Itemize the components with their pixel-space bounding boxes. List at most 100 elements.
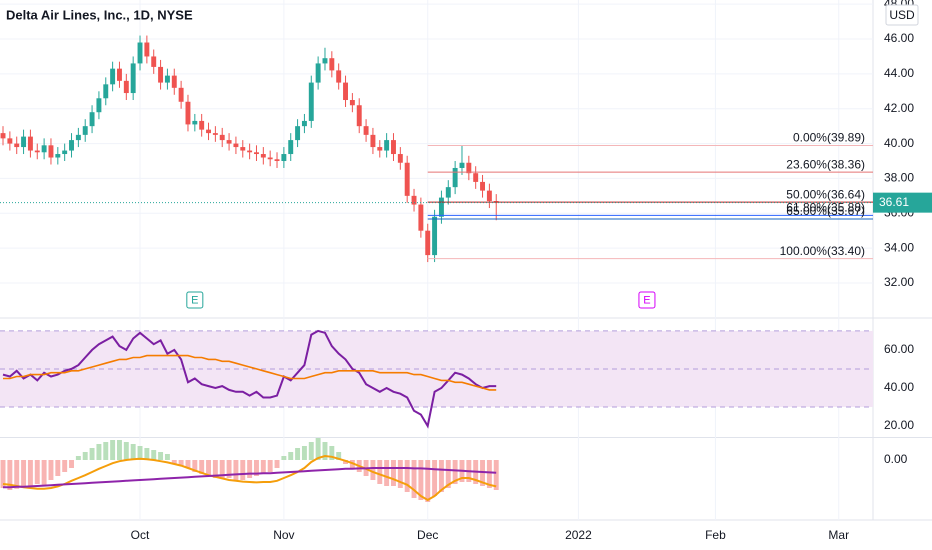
histogram-bar — [343, 460, 348, 464]
histogram-bar — [226, 460, 232, 478]
fib-label: 61.80%(35.88) — [786, 201, 865, 215]
histogram-bar — [185, 460, 191, 468]
candle-body — [336, 70, 342, 83]
histogram-bar — [171, 460, 177, 464]
histogram-bar — [254, 460, 259, 476]
histogram-bar — [370, 460, 376, 480]
histogram-bar — [486, 460, 492, 488]
histogram-bar — [192, 460, 198, 472]
candle-body — [130, 63, 136, 94]
candle-body — [384, 140, 390, 151]
indicator-line — [2, 454, 497, 502]
candle-body — [411, 195, 417, 205]
grid-layer — [0, 0, 932, 521]
candle-body — [418, 204, 424, 231]
candle-body — [377, 147, 383, 151]
candle-body — [69, 140, 74, 151]
candle-body — [363, 126, 369, 135]
overlay-layer: OctNovDec2022FebMar32.0034.0036.0038.004… — [6, 0, 932, 542]
histogram-bar — [123, 442, 129, 460]
candle-body — [247, 150, 253, 153]
y-tick-label: 32.00 — [884, 275, 914, 289]
candle-body — [486, 190, 492, 202]
fib-label: 50.00%(36.64) — [786, 187, 865, 201]
histogram-bar — [206, 460, 211, 476]
candle-body — [301, 120, 307, 127]
histogram-bar — [219, 460, 225, 478]
y-tick-label: 42.00 — [884, 101, 914, 115]
histogram-bar — [164, 454, 170, 460]
event-label: E — [643, 294, 650, 306]
histogram-bar — [96, 444, 102, 460]
histogram-bar — [34, 460, 40, 484]
candle-body — [432, 216, 438, 256]
candle-body — [452, 167, 458, 188]
histogram-bar — [62, 460, 68, 472]
histogram-bar — [295, 448, 301, 460]
chart-title: Delta Air Lines, Inc., 1D, NYSE — [6, 7, 193, 22]
histogram-bar — [178, 460, 184, 466]
histogram-bar — [144, 448, 150, 460]
histogram-bar — [14, 460, 20, 489]
candle-body — [391, 140, 396, 155]
fib-label: 0.00%(39.89) — [793, 131, 865, 145]
histogram-bar — [55, 460, 61, 476]
histogram-bar — [260, 460, 266, 474]
histogram-bar — [240, 460, 246, 480]
histogram-bar — [110, 440, 116, 460]
histogram-bar — [404, 460, 410, 492]
histogram-bar — [281, 456, 287, 460]
candle-body — [356, 105, 362, 127]
candle-body — [288, 140, 294, 155]
candle-body — [110, 68, 116, 85]
candle-body — [103, 84, 109, 99]
candle-body — [274, 159, 280, 162]
histogram-bar — [445, 460, 451, 488]
histogram-bar — [75, 456, 81, 460]
candle-body — [329, 58, 335, 71]
histogram-bar — [397, 460, 403, 488]
candle-body — [185, 101, 191, 125]
histogram-bar — [137, 446, 143, 460]
candle-body — [240, 147, 246, 151]
fib-label: 100.00%(33.40) — [780, 244, 865, 258]
histogram-bar — [384, 460, 390, 486]
candle-body — [41, 145, 47, 153]
event-marker — [638, 291, 656, 309]
candle-body — [55, 154, 61, 158]
y-tick-label: 20.00 — [884, 418, 914, 432]
y-tick-label: 46.00 — [884, 31, 914, 45]
histogram-bar — [322, 442, 328, 460]
candle-body — [404, 162, 410, 196]
currency-label: USD — [889, 8, 915, 22]
indicator-line — [2, 329, 497, 429]
candle-body — [281, 154, 287, 162]
candle-body — [151, 56, 157, 67]
histogram-bar — [493, 460, 499, 490]
candle-body — [480, 181, 485, 191]
histogram-bar — [199, 460, 205, 474]
x-tick-label: Nov — [273, 528, 294, 542]
histogram-bar — [288, 452, 294, 460]
histogram-bar — [336, 452, 342, 460]
x-tick-label: Feb — [705, 528, 726, 542]
candle-body — [212, 133, 218, 135]
candle-body — [219, 134, 225, 141]
fib-label: 23.60%(38.36) — [786, 157, 865, 171]
y-tick-label: 44.00 — [884, 66, 914, 80]
histogram-bar — [41, 460, 47, 486]
candle-body — [171, 75, 177, 88]
histogram-bar — [391, 460, 396, 486]
histogram-bar — [21, 460, 27, 488]
indicator-line — [3, 467, 497, 489]
candle-body — [459, 162, 465, 168]
candle-body — [233, 143, 239, 148]
mark-layer — [0, 35, 873, 502]
candle-body — [425, 230, 431, 256]
histogram-bar — [432, 460, 438, 496]
candle-body — [27, 136, 33, 151]
y-tick-label: 60.00 — [884, 342, 914, 356]
candle-body — [349, 100, 355, 106]
histogram-bar — [69, 460, 74, 468]
